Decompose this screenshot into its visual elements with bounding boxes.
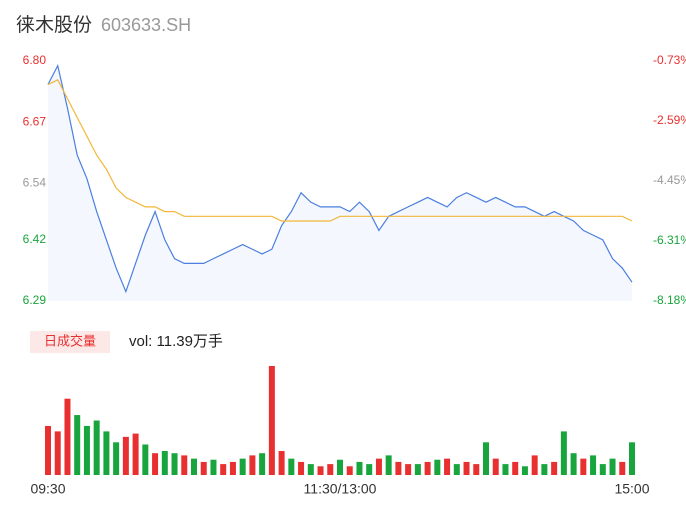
volume-bar [424, 461, 431, 475]
volume-bar [444, 458, 451, 475]
volume-bar [483, 442, 489, 475]
y2-tick-label: -8.18% [653, 293, 686, 307]
volume-bar [531, 455, 538, 475]
legend-box [30, 331, 110, 353]
volume-bar [239, 458, 246, 475]
volume-bar [619, 461, 626, 475]
volume-bar [93, 420, 100, 475]
volume-bar [171, 453, 178, 475]
volume-bar [366, 464, 373, 475]
volume-bar [346, 466, 353, 475]
volume-bar [405, 464, 412, 475]
x-tick-label: 11:30/13:00 [304, 481, 377, 497]
volume-bar [229, 461, 236, 475]
y-tick-label: 6.54 [23, 176, 47, 190]
volume-bar [220, 464, 227, 475]
volume-bar [463, 461, 470, 475]
volume-bar [395, 461, 402, 475]
volume-bar [570, 453, 577, 475]
price-area [48, 65, 632, 302]
volume-bar [152, 453, 159, 475]
y-tick-label: 6.42 [23, 232, 47, 246]
volume-bar [142, 444, 149, 475]
price-line [47, 63, 633, 294]
volume-bar [580, 458, 587, 475]
y-tick-label: 6.80 [23, 53, 47, 67]
volume-bar [74, 415, 81, 475]
volume-bar [551, 461, 558, 475]
x-tick-label: 15:00 [614, 481, 649, 497]
y-tick-label: 6.29 [23, 293, 47, 307]
volume-bar [356, 461, 363, 475]
volume-bar [298, 461, 305, 475]
volume-bar [132, 433, 139, 475]
volume-bar [473, 464, 480, 475]
volume-bar [83, 425, 90, 475]
volume-bar [512, 461, 519, 475]
volume-bar [103, 431, 110, 475]
y2-tick-label: -4.45% [653, 173, 686, 187]
volume-bar [317, 466, 324, 475]
volume-bar [629, 442, 635, 475]
volume-bar [502, 464, 509, 475]
volume-bar [453, 464, 460, 475]
volume-bar [210, 459, 217, 475]
volume-bar [375, 458, 382, 475]
volume-bar [609, 458, 616, 475]
volume-bar [599, 464, 606, 475]
volume-bar [249, 455, 256, 475]
y2-tick-label: -2.59% [653, 113, 686, 127]
volume-bar [492, 458, 499, 475]
volume-bar [327, 464, 334, 475]
volume-bar [541, 464, 548, 475]
volume-bar [278, 451, 285, 475]
volume-bar [307, 464, 314, 475]
volume-bar [122, 436, 129, 475]
volume-bar [45, 425, 51, 475]
volume-bar [337, 459, 343, 475]
volume-bar [521, 466, 528, 475]
volume-bar [385, 455, 392, 475]
volume-bar [288, 458, 295, 475]
volume-bar [64, 398, 71, 475]
volume-bar [414, 464, 421, 475]
volume-bar [590, 455, 597, 475]
y2-tick-label: -0.73% [653, 53, 686, 67]
stock-code: 603633.SH [101, 15, 191, 35]
y-tick-label: 6.67 [23, 114, 47, 128]
volume-bar [259, 453, 266, 475]
volume-bar [161, 451, 168, 475]
y2-tick-label: -6.31% [653, 233, 686, 247]
volume-label: vol: 11.39万手 [129, 333, 223, 350]
volume-bar [434, 459, 441, 475]
volume-bar [560, 431, 567, 475]
volume-bar [200, 461, 207, 475]
volume-bar [181, 455, 188, 475]
x-tick-label: 09:30 [30, 481, 65, 497]
volume-legend: 日成交量 [44, 333, 96, 348]
stock-name: 徕木股份 [16, 14, 92, 36]
volume-bar [54, 431, 61, 475]
volume-bar [268, 366, 275, 475]
volume-bar [191, 458, 197, 475]
volume-bar [113, 442, 120, 475]
average-line [47, 79, 633, 222]
